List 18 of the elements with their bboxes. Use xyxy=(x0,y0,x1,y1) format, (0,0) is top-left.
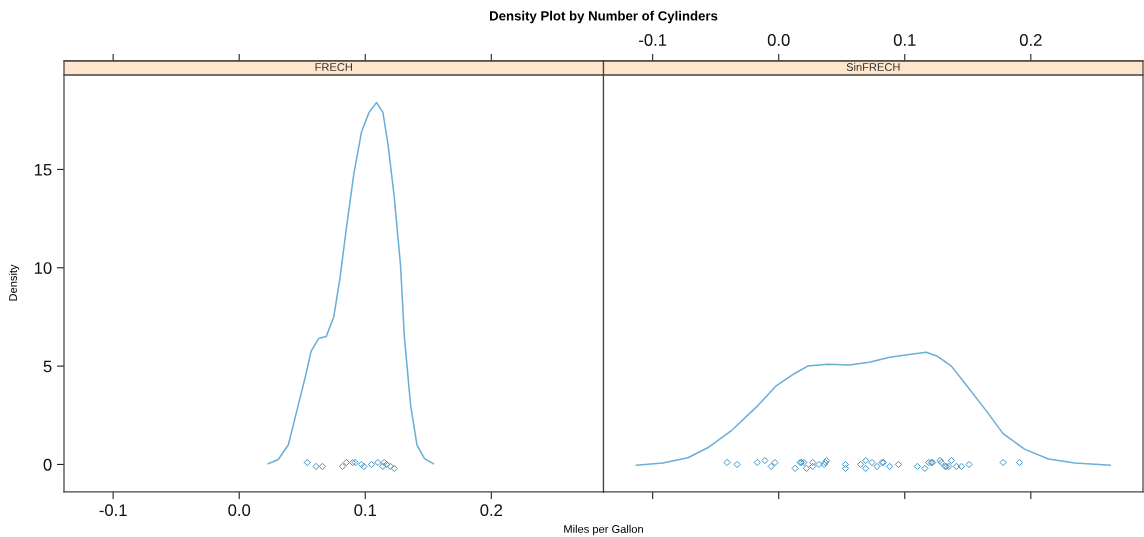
x2-tick-label: -0.1 xyxy=(639,34,667,46)
x2-tick-label: 0.1 xyxy=(893,34,916,46)
y-tick-label: 10 xyxy=(34,262,52,274)
y-axis-title: Density xyxy=(8,264,20,301)
y-tick-label: 15 xyxy=(34,163,52,176)
x-tick-label: 0.0 xyxy=(228,504,251,517)
y-tick-label: 0 xyxy=(43,458,52,471)
chart-title: FRECH xyxy=(315,63,352,71)
x2-tick-label: 0.0 xyxy=(767,34,790,46)
x-tick-label: -0.1 xyxy=(99,504,127,517)
x2-tick-label: 0.2 xyxy=(1019,34,1042,46)
text: Density Plot by Number of Cylinders xyxy=(490,10,718,24)
x-tick-label: 0.1 xyxy=(354,504,377,517)
x-axis-title: Miles per Gallon xyxy=(564,524,643,536)
chart-title: SinFRECH xyxy=(846,62,900,71)
line-series xyxy=(267,101,435,465)
x-tick-label: 0.2 xyxy=(480,504,503,517)
y-tick-label: 5 xyxy=(43,360,52,373)
